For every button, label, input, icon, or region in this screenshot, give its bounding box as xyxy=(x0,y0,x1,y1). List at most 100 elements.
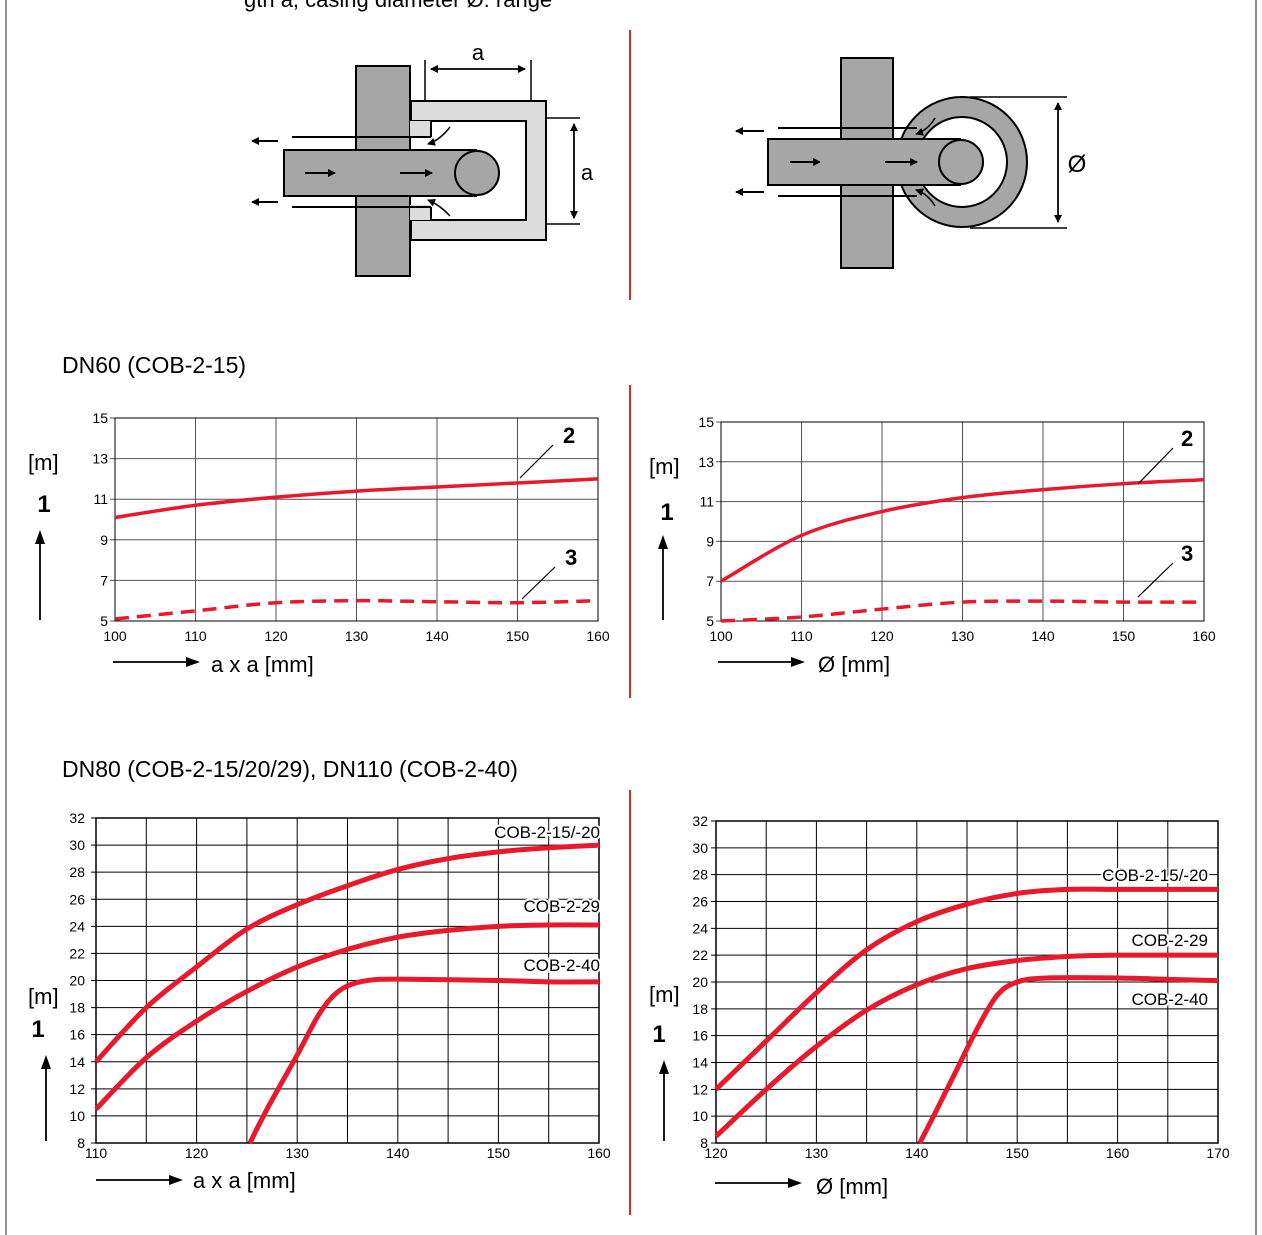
series-callout: 2 xyxy=(1181,426,1193,451)
series-name-label: COB-2-29 xyxy=(1131,931,1208,950)
x-axis-label: a x a [mm] xyxy=(193,1168,296,1193)
x-tick-label: 110 xyxy=(790,628,813,644)
y-tick-label: 11 xyxy=(699,494,714,510)
series-line xyxy=(114,477,599,520)
callout-leader xyxy=(519,444,554,479)
x-tick-label: 130 xyxy=(951,628,975,644)
x-tick-label: 110 xyxy=(85,1145,108,1161)
x-tick-label: 150 xyxy=(1006,1145,1030,1161)
y-tick-label: 10 xyxy=(69,1108,85,1124)
x-tick-label: 150 xyxy=(1112,628,1136,644)
y-tick-label: 14 xyxy=(69,1054,85,1070)
plot-frame xyxy=(720,421,1205,622)
x-tick-label: 160 xyxy=(586,628,610,644)
y-tick-label: 5 xyxy=(706,613,714,629)
y-tick-label: 16 xyxy=(69,1027,85,1043)
dim-label-right: a xyxy=(581,160,594,185)
y-tick-label: 15 xyxy=(92,410,108,426)
y-tick-label: 26 xyxy=(692,894,708,910)
y-tick-label: 14 xyxy=(692,1055,708,1071)
y-tick-label: 28 xyxy=(692,867,708,883)
y-tick-label: 7 xyxy=(706,573,714,589)
y-axis-arrow-head xyxy=(35,530,45,544)
plot-frame xyxy=(114,417,599,622)
series-name-label: COB-2-29 xyxy=(523,897,600,916)
series-line xyxy=(94,922,600,1111)
y-axis-ref: 1 xyxy=(660,499,673,526)
series-line xyxy=(714,886,1218,1092)
series-line xyxy=(917,975,1219,1145)
series-name-label: COB-2-15/-20 xyxy=(494,823,600,842)
y-axis-arrow-head xyxy=(41,1055,51,1069)
x-tick-label: 140 xyxy=(1031,628,1055,644)
series-line xyxy=(720,599,1205,623)
y-axis-ref: 1 xyxy=(31,1016,44,1043)
x-tick-label: 140 xyxy=(386,1145,410,1161)
y-tick-label: 8 xyxy=(700,1135,708,1151)
series-name-label: COB-2-40 xyxy=(1131,990,1208,1009)
y-tick-label: 32 xyxy=(69,810,85,826)
x-tick-label: 130 xyxy=(286,1145,310,1161)
y-axis-arrow-head xyxy=(659,1060,669,1074)
series-name-label: COB-2-15/-20 xyxy=(1102,866,1208,885)
x-axis-label: Ø [mm] xyxy=(816,1174,888,1199)
chart-3: 8 10 12 14 16 18 20 22 24 26 28 30 32 110 120 130 140 150… xyxy=(28,810,611,1193)
y-axis-ref: 1 xyxy=(652,1021,665,1048)
x-tick-label: 120 xyxy=(185,1145,209,1161)
y-tick-label: 20 xyxy=(69,973,85,989)
series-callout: 3 xyxy=(1181,541,1193,566)
y-tick-label: 22 xyxy=(692,947,708,963)
y-tick-label: 13 xyxy=(92,451,108,467)
y-tick-label: 8 xyxy=(77,1135,85,1151)
y-tick-label: 13 xyxy=(698,454,714,470)
y-tick-label: 24 xyxy=(69,918,85,934)
callout-leader xyxy=(1137,562,1174,598)
y-tick-label: 18 xyxy=(692,1001,708,1017)
x-tick-label: 100 xyxy=(103,628,127,644)
y-tick-label: 26 xyxy=(69,891,85,907)
series-callout: 2 xyxy=(563,423,575,448)
y-tick-label: 9 xyxy=(706,533,714,549)
x-tick-label: 160 xyxy=(587,1145,611,1161)
series-line xyxy=(720,477,1205,583)
y-axis-label: [m] xyxy=(649,982,680,1007)
x-tick-label: 120 xyxy=(264,628,288,644)
y-tick-label: 9 xyxy=(100,532,108,548)
x-tick-label: 150 xyxy=(506,628,530,644)
series-callout: 3 xyxy=(565,545,577,570)
x-tick-label: 150 xyxy=(487,1145,511,1161)
x-axis-arrow-head xyxy=(169,1175,183,1185)
diagram-round-casing: Ø xyxy=(735,57,1086,269)
header-cut-text: gth a, casing diameter Ø: range xyxy=(244,0,552,13)
y-tick-label: 5 xyxy=(100,613,108,629)
x-tick-label: 120 xyxy=(870,628,894,644)
series-line xyxy=(714,952,1218,1139)
x-tick-label: 110 xyxy=(184,628,207,644)
chart-2: 5 7 9 11 13 15 100 110 120 130 140 150 160 [m] 1 Ø [mm]… xyxy=(649,414,1216,677)
pipe-end xyxy=(454,150,500,196)
diagram-square-casing: a a xyxy=(251,40,594,277)
section-title-dn60: DN60 (COB-2-15) xyxy=(62,352,247,378)
x-axis-label: Ø [mm] xyxy=(818,652,890,677)
y-tick-label: 20 xyxy=(692,974,708,990)
return-arrow-top-round xyxy=(915,117,936,136)
y-tick-label: 7 xyxy=(100,572,108,588)
x-axis-arrow-head xyxy=(186,657,200,667)
y-tick-label: 22 xyxy=(69,945,85,961)
y-axis-label: [m] xyxy=(28,984,59,1009)
y-axis-label: [m] xyxy=(28,450,59,475)
x-axis-arrow-head xyxy=(791,657,805,667)
x-tick-label: 160 xyxy=(1106,1145,1130,1161)
y-axis-ref: 1 xyxy=(37,491,50,518)
dim-label-top: a xyxy=(472,40,485,65)
chart-4: 8 10 12 14 16 18 20 22 24 26 28 30 32 120 130 140 150 160… xyxy=(649,813,1230,1199)
y-tick-label: 30 xyxy=(692,840,708,856)
y-axis-arrow-head xyxy=(658,535,668,549)
y-tick-label: 12 xyxy=(692,1081,708,1097)
callout-leader xyxy=(1137,447,1174,485)
return-arrow-bottom xyxy=(427,199,451,217)
x-axis-label: a x a [mm] xyxy=(211,652,314,677)
